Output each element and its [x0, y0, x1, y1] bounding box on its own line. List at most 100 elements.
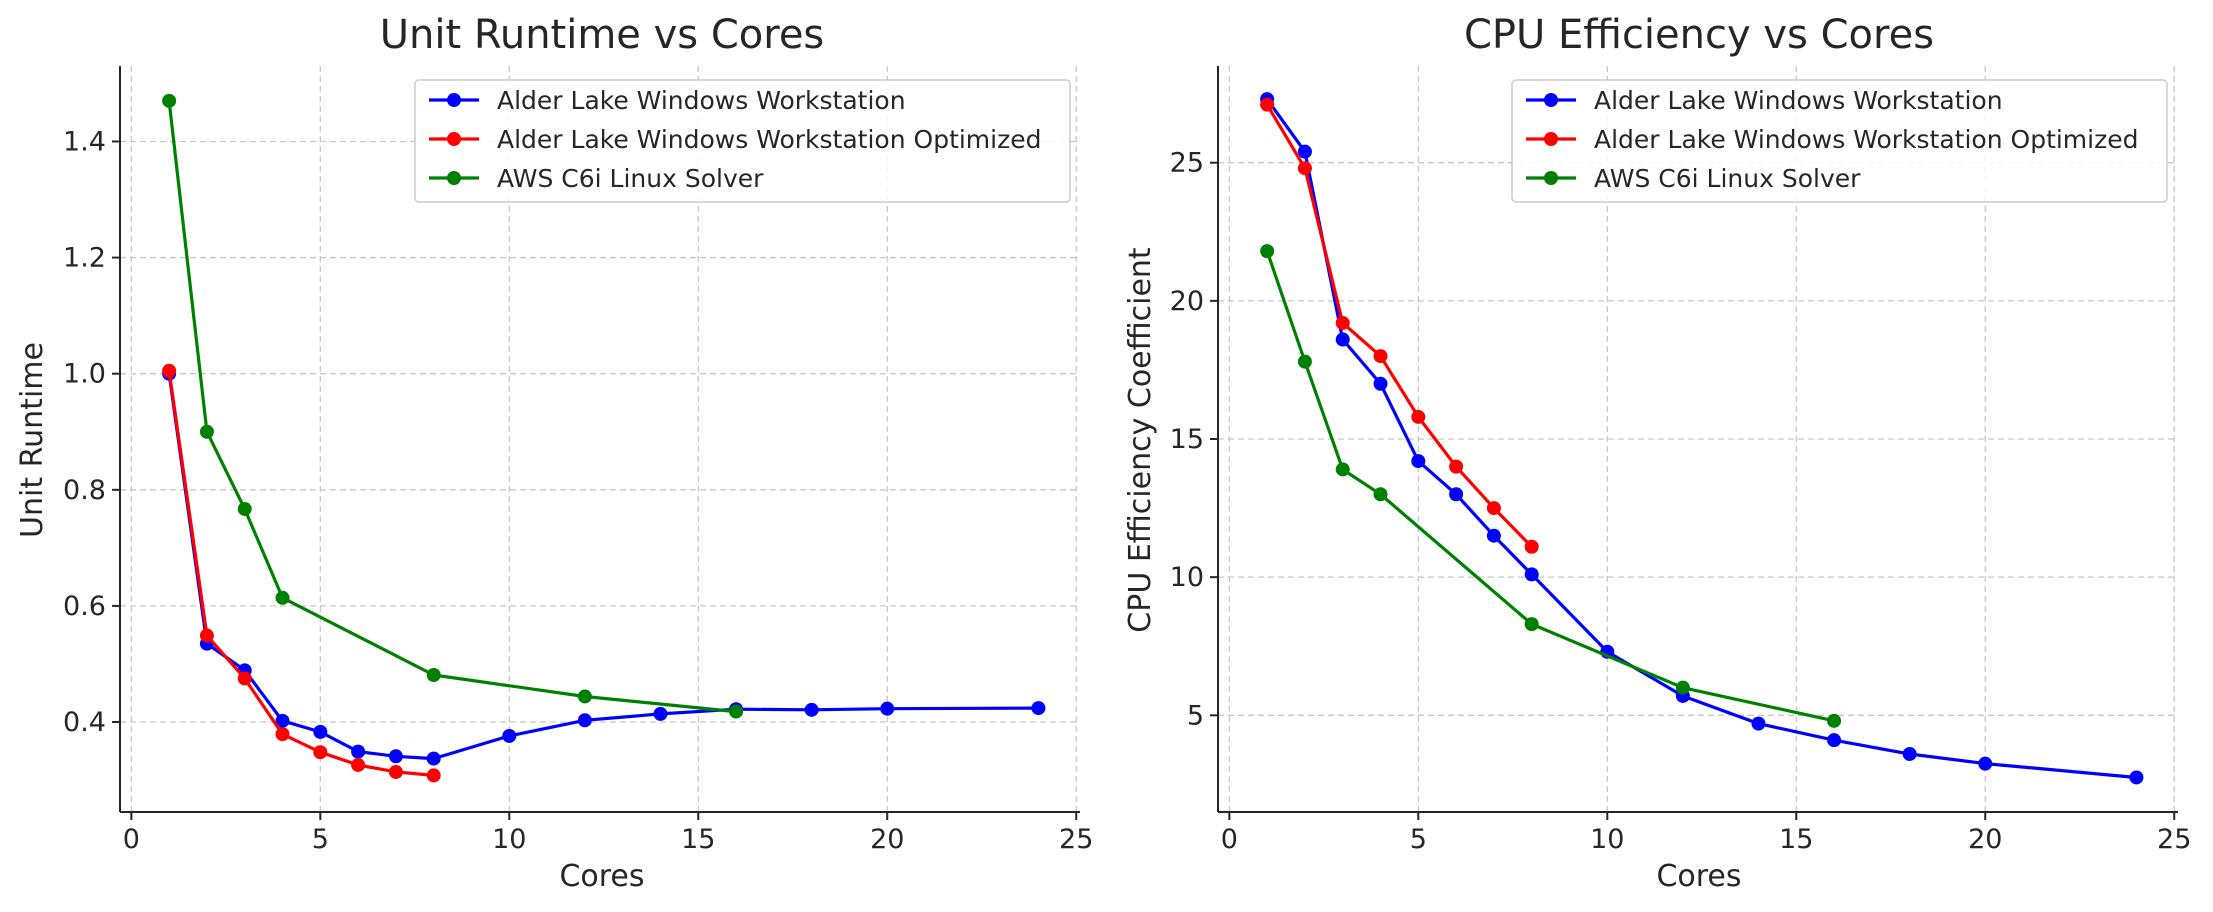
data-point — [237, 671, 252, 686]
data-point — [1373, 349, 1388, 364]
data-point — [1902, 746, 1917, 761]
x-tick-label: 15 — [681, 824, 715, 855]
x-tick-label: 0 — [1221, 824, 1238, 855]
data-point — [199, 628, 214, 643]
data-point — [1524, 617, 1539, 632]
x-tick-label: 10 — [1590, 824, 1624, 855]
x-tick-label: 20 — [870, 824, 904, 855]
x-axis-label: Cores — [1656, 859, 1741, 894]
series-line — [1265, 103, 1533, 548]
data-point — [1031, 701, 1046, 716]
data-point — [1297, 144, 1312, 159]
data-point — [2129, 770, 2144, 785]
y-axis-label: Unit Runtime — [15, 342, 50, 538]
legend-label: Alder Lake Windows Workstation — [1594, 86, 2003, 115]
x-tick-label: 5 — [312, 824, 329, 855]
data-point — [1827, 713, 1842, 728]
y-tick-label: 0.6 — [63, 591, 106, 622]
data-point — [313, 745, 328, 760]
data-point — [1297, 161, 1312, 176]
data-point — [804, 702, 819, 717]
x-tick-label: 20 — [1968, 824, 2002, 855]
legend-marker — [1544, 171, 1558, 185]
data-point — [388, 764, 403, 779]
data-point — [1449, 459, 1464, 474]
x-tick-label: 25 — [1059, 824, 1093, 855]
x-tick-label: 0 — [123, 824, 140, 855]
data-point — [1260, 244, 1275, 259]
legend-marker — [1544, 132, 1558, 146]
y-tick-label: 1.4 — [63, 126, 106, 157]
y-tick-label: 5 — [1187, 700, 1204, 731]
chart-title: Unit Runtime vs Cores — [380, 12, 825, 58]
data-point — [729, 704, 744, 719]
data-point — [1335, 462, 1350, 477]
legend-box — [1511, 79, 2168, 203]
data-point — [388, 749, 403, 764]
data-point — [1335, 315, 1350, 330]
legend-marker — [447, 171, 461, 185]
data-point — [880, 701, 895, 716]
x-tick-label: 10 — [492, 824, 526, 855]
data-point — [1373, 376, 1388, 391]
y-tick-label: 15 — [1170, 424, 1204, 455]
legend-label: Alder Lake Windows Workstation Optimized — [1594, 125, 2138, 154]
data-point — [1978, 756, 1993, 771]
data-point — [502, 728, 517, 743]
legend-box — [414, 79, 1071, 203]
data-point — [313, 724, 328, 739]
chart-unit-runtime: 0 5 10 15 20 25 0.4 0.6 0.8 1.0 1.2 1.4 Unit Runtim… — [15, 12, 1093, 894]
data-point — [1827, 733, 1842, 748]
plot-area — [1260, 92, 2144, 785]
data-point — [426, 768, 441, 783]
data-point — [1751, 716, 1766, 731]
axes: 0 5 10 15 20 25 5 10 15 20 25 — [1170, 66, 2191, 855]
legend-label: AWS C6i Linux Solver — [497, 164, 764, 193]
legend-marker — [447, 93, 461, 107]
chart-cpu-efficiency: 0 5 10 15 20 25 5 10 15 20 25 CPU Efficiency vs Co… — [1123, 12, 2191, 894]
x-tick-label: 5 — [1410, 824, 1427, 855]
data-point — [426, 751, 441, 766]
y-tick-label: 1.0 — [63, 359, 106, 390]
data-point — [275, 713, 290, 728]
data-point — [237, 501, 252, 516]
y-tick-label: 1.2 — [63, 243, 106, 274]
axes: 0 5 10 15 20 25 0.4 0.6 0.8 1.0 1.2 1.4 — [63, 66, 1093, 855]
data-point — [1411, 409, 1426, 424]
legend-label: Alder Lake Windows Workstation Optimized — [497, 125, 1041, 154]
y-tick-label: 0.4 — [63, 707, 106, 738]
data-point — [577, 713, 592, 728]
legend-label: Alder Lake Windows Workstation — [497, 86, 906, 115]
data-point — [1373, 487, 1388, 502]
data-point — [351, 744, 366, 759]
data-point — [1297, 354, 1312, 369]
data-point — [577, 689, 592, 704]
x-axis-label: Cores — [559, 859, 644, 894]
legend: Alder Lake Windows Workstation Alder Lake… — [414, 79, 1071, 203]
y-tick-label: 20 — [1170, 286, 1204, 317]
legend-label: AWS C6i Linux Solver — [1594, 164, 1861, 193]
data-point — [653, 706, 668, 721]
y-tick-label: 10 — [1170, 562, 1204, 593]
plot-area — [162, 93, 1046, 783]
data-point — [162, 363, 177, 378]
data-point — [1411, 454, 1426, 469]
data-point — [1260, 97, 1275, 112]
data-point — [351, 757, 366, 772]
legend-marker — [1544, 93, 1558, 107]
data-point — [1524, 567, 1539, 582]
data-point — [199, 424, 214, 439]
data-point — [1486, 528, 1501, 543]
data-point — [1486, 501, 1501, 516]
data-point — [275, 590, 290, 605]
y-tick-label: 0.8 — [63, 475, 106, 506]
data-point — [275, 727, 290, 742]
data-point — [1335, 332, 1350, 347]
data-point — [1524, 539, 1539, 554]
data-point — [426, 667, 441, 682]
legend: Alder Lake Windows Workstation Alder Lake… — [1511, 79, 2168, 203]
x-tick-label: 15 — [1779, 824, 1813, 855]
data-point — [1449, 487, 1464, 502]
x-tick-label: 25 — [2157, 824, 2191, 855]
